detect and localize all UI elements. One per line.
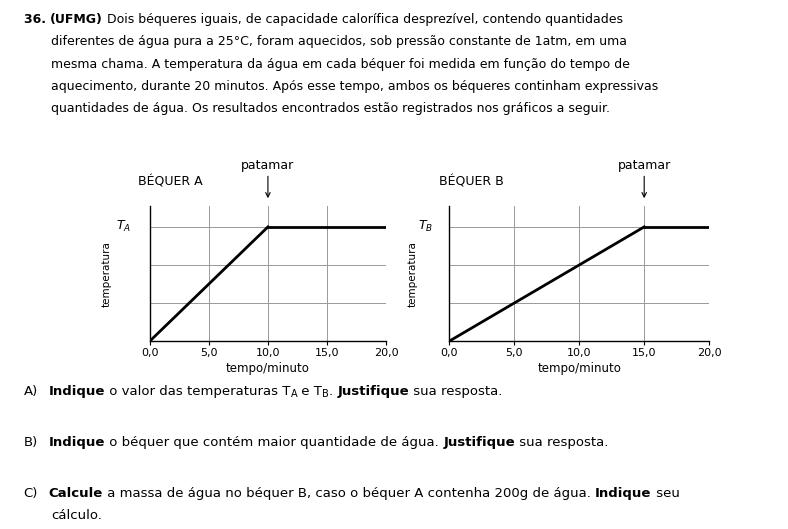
- Text: Indique: Indique: [49, 385, 106, 398]
- X-axis label: tempo/minuto: tempo/minuto: [537, 362, 621, 375]
- Text: C): C): [24, 487, 38, 500]
- Text: B: B: [322, 389, 329, 399]
- Text: .: .: [329, 385, 337, 398]
- Text: quantidades de água. Os resultados encontrados estão registrados nos gráficos a : quantidades de água. Os resultados encon…: [51, 102, 610, 115]
- Text: $T_A$: $T_A$: [116, 220, 131, 234]
- Text: Justifique: Justifique: [337, 385, 409, 398]
- Text: Dois béqueres iguais, de capacidade calorífica desprezível, contendo quantidades: Dois béqueres iguais, de capacidade calo…: [103, 13, 623, 26]
- Text: (UFMG): (UFMG): [50, 13, 103, 26]
- Text: Calcule: Calcule: [49, 487, 103, 500]
- Text: temperatura: temperatura: [102, 241, 112, 307]
- Text: o béquer que contém maior quantidade de água.: o béquer que contém maior quantidade de …: [106, 436, 443, 450]
- Text: BÉQUER A: BÉQUER A: [138, 176, 203, 189]
- Text: mesma chama. A temperatura da água em cada béquer foi medida em função do tempo : mesma chama. A temperatura da água em ca…: [51, 58, 630, 71]
- Text: B): B): [24, 436, 38, 450]
- Text: BÉQUER B: BÉQUER B: [439, 176, 504, 189]
- Text: diferentes de água pura a 25°C, foram aquecidos, sob pressão constante de 1atm, : diferentes de água pura a 25°C, foram aq…: [51, 35, 627, 49]
- Text: sua resposta.: sua resposta.: [409, 385, 502, 398]
- Text: aquecimento, durante 20 minutos. Após esse tempo, ambos os béqueres continham ex: aquecimento, durante 20 minutos. Após es…: [51, 80, 659, 93]
- Text: patamar: patamar: [618, 159, 671, 172]
- Text: o valor das temperaturas T: o valor das temperaturas T: [106, 385, 291, 398]
- Text: cálculo.: cálculo.: [51, 509, 102, 522]
- Text: A): A): [24, 385, 38, 398]
- Text: a massa de água no béquer B, caso o béquer A contenha 200g de água.: a massa de água no béquer B, caso o béqu…: [103, 487, 595, 500]
- Text: Indique: Indique: [595, 487, 652, 500]
- Text: e T: e T: [297, 385, 322, 398]
- Text: patamar: patamar: [241, 159, 295, 172]
- Text: Justifique: Justifique: [443, 436, 515, 450]
- Text: seu: seu: [652, 487, 679, 500]
- Text: Indique: Indique: [49, 436, 106, 450]
- X-axis label: tempo/minuto: tempo/minuto: [226, 362, 310, 375]
- Text: $T_B$: $T_B$: [418, 220, 433, 234]
- Text: temperatura: temperatura: [407, 241, 418, 307]
- Text: 36.: 36.: [24, 13, 50, 26]
- Text: A: A: [291, 389, 297, 399]
- Text: sua resposta.: sua resposta.: [515, 436, 608, 450]
